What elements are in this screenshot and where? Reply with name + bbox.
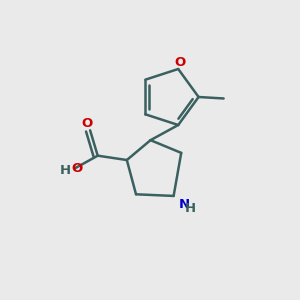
Text: N: N: [179, 198, 190, 211]
Text: H: H: [60, 164, 71, 176]
Text: O: O: [72, 162, 83, 175]
Text: H: H: [185, 202, 196, 215]
Text: O: O: [82, 117, 93, 130]
Text: O: O: [174, 56, 185, 69]
